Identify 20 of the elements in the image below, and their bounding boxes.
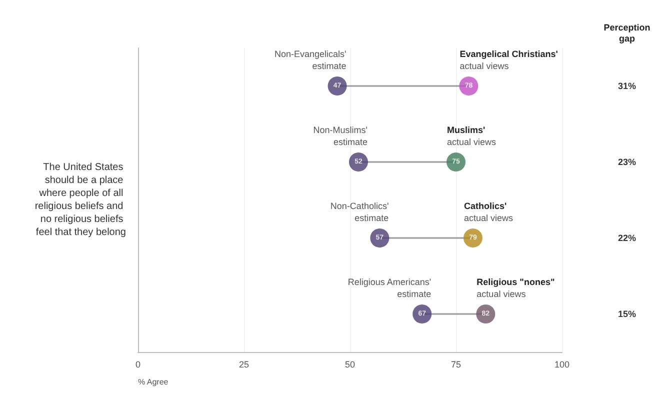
x-tick-label: 25 bbox=[238, 360, 250, 370]
x-axis-title: % Agree bbox=[138, 378, 169, 386]
y-axis-title: The United States should be a place where people of all religious beliefs and no religious beliefs feel that they belong bbox=[34, 162, 126, 238]
annotation: Non-Evangelicals' estimate bbox=[274, 49, 347, 71]
annotation: Evangelical Christians' actual views bbox=[460, 49, 558, 71]
x-tick-label: 0 bbox=[135, 360, 141, 370]
annotation: Non-Muslims' estimate bbox=[313, 125, 368, 147]
annotation: Muslims' actual views bbox=[447, 125, 497, 147]
text: 23% bbox=[618, 157, 636, 167]
x-tick-label: 75 bbox=[450, 360, 462, 370]
text: 22% bbox=[618, 233, 636, 243]
annotation: Religious Americans' estimate bbox=[348, 277, 432, 299]
x-tick-label: 50 bbox=[344, 360, 356, 370]
annotation: Catholics' actual views bbox=[464, 201, 514, 223]
text: 15% bbox=[618, 309, 636, 319]
text: Perception gap bbox=[604, 22, 650, 44]
annotation: Religious "nones" actual views bbox=[476, 277, 555, 299]
x-tick-label: 100 bbox=[554, 360, 570, 370]
annotation: Non-Catholics' estimate bbox=[330, 201, 389, 223]
text: 31% bbox=[618, 81, 636, 91]
